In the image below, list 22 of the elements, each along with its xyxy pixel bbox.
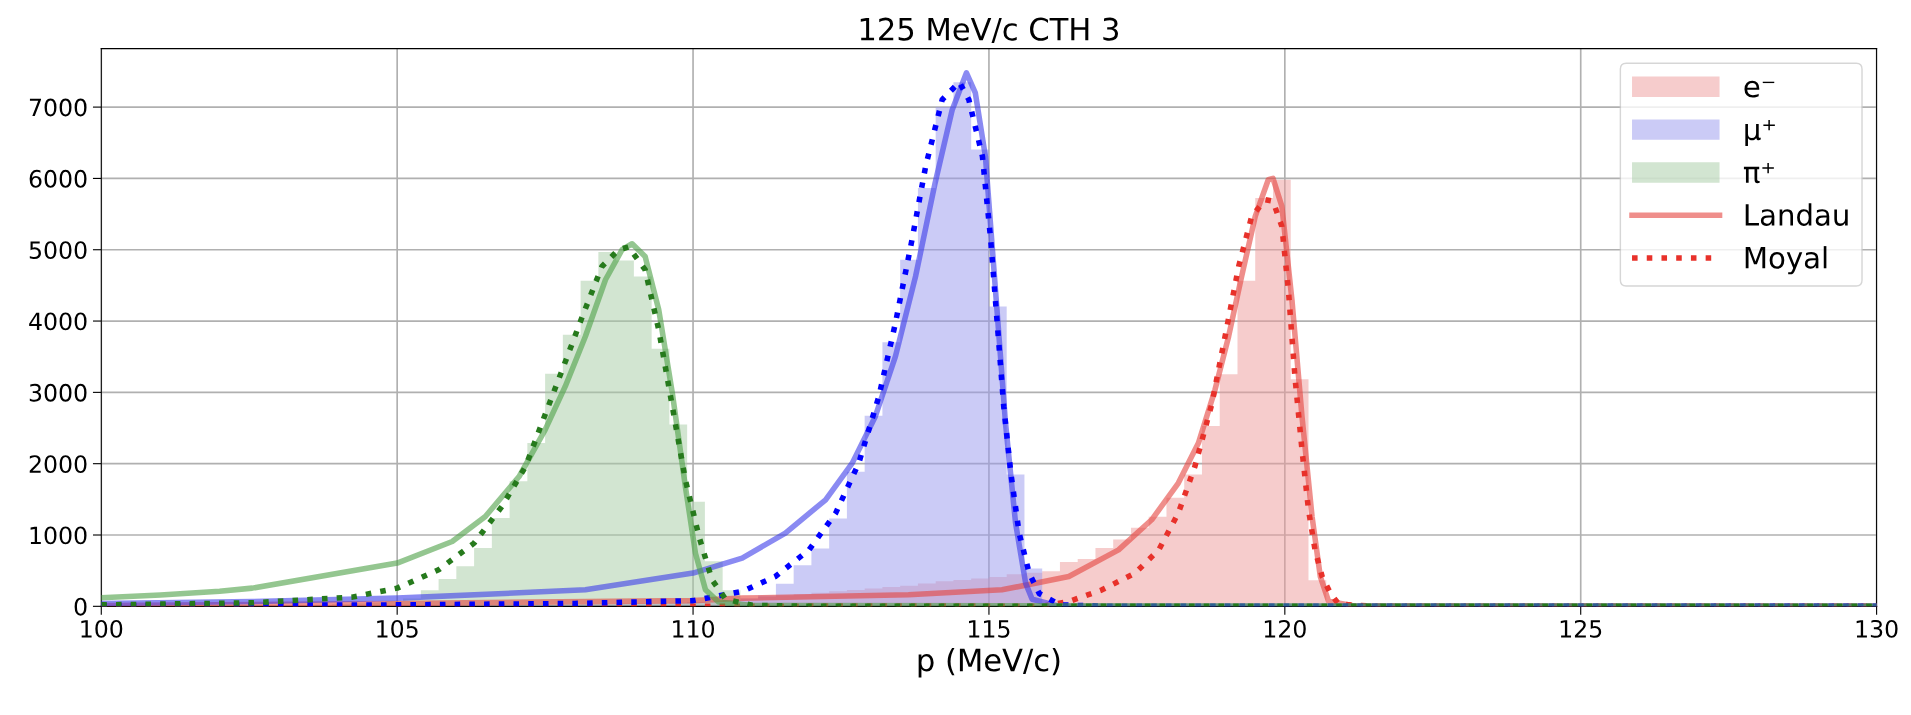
legend-label: Moyal (1745, 246, 1827, 275)
y-tick-label: 7000 (29, 98, 87, 117)
x-tick-label: 115 (969, 620, 1010, 638)
x-tick-label: 130 (1856, 619, 1898, 638)
y-tick-label: 0 (74, 597, 87, 616)
y-tick-label: 4000 (29, 312, 87, 331)
x-tick-label: 105 (377, 619, 418, 638)
legend-label: Landau (1745, 203, 1848, 226)
y-tick-label: 1000 (30, 526, 87, 545)
x-axis-title: p (MeV/c) (918, 647, 1060, 678)
y-tick-label: 5000 (29, 241, 87, 260)
legend-label: e⁻ (1744, 80, 1775, 98)
x-tick-label: 120 (1264, 619, 1306, 638)
y-tick-label: 2000 (29, 455, 87, 473)
chart-title: 125 MeV/c CTH 3 (860, 17, 1119, 44)
y-tick-label: 6000 (29, 169, 87, 188)
x-tick-label: 125 (1560, 619, 1602, 638)
x-tick-label: 110 (673, 619, 715, 638)
legend-label: π⁺ (1743, 162, 1774, 184)
x-tick-label: 100 (81, 619, 123, 638)
y-tick-label: 3000 (29, 383, 87, 402)
legend-label: μ⁺ (1745, 120, 1775, 146)
